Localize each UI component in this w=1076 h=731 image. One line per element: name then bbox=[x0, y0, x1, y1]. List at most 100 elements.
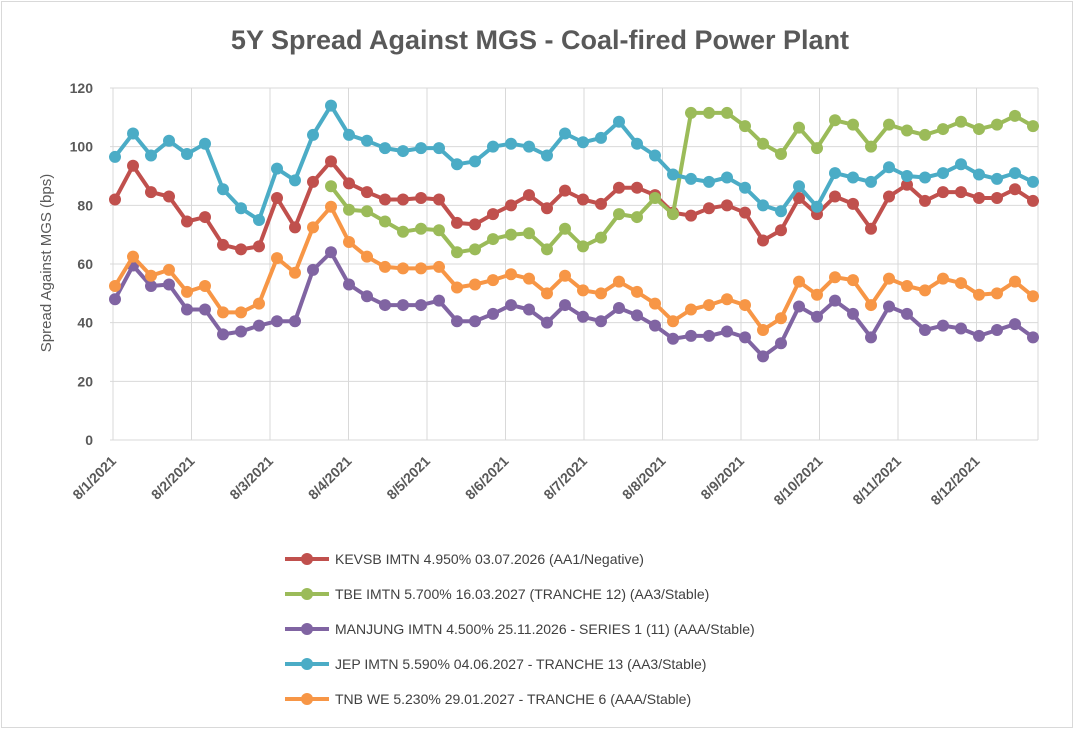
data-point bbox=[343, 177, 355, 190]
legend-swatch-marker bbox=[301, 658, 313, 670]
data-point bbox=[631, 285, 643, 298]
data-point bbox=[901, 280, 913, 292]
data-point bbox=[595, 287, 607, 300]
data-point bbox=[397, 299, 409, 312]
data-point bbox=[325, 99, 337, 112]
data-point bbox=[469, 218, 481, 231]
data-point bbox=[433, 260, 445, 273]
data-point bbox=[811, 310, 823, 323]
data-point bbox=[865, 140, 877, 153]
data-point bbox=[901, 170, 913, 182]
data-point bbox=[145, 149, 157, 162]
data-point bbox=[523, 227, 535, 240]
data-point bbox=[1027, 290, 1039, 303]
y-tick-label: 0 bbox=[85, 432, 93, 448]
x-tick-label: 8/5/2021 bbox=[383, 453, 433, 503]
data-point bbox=[235, 243, 247, 256]
data-point bbox=[1027, 120, 1039, 133]
series-layer bbox=[109, 99, 1039, 363]
chart-title: 5Y Spread Against MGS - Coal-fired Power… bbox=[231, 25, 849, 55]
data-point bbox=[757, 350, 769, 363]
data-point bbox=[919, 324, 931, 336]
data-point bbox=[739, 206, 751, 219]
data-point bbox=[865, 222, 877, 235]
data-point bbox=[541, 243, 553, 256]
data-point bbox=[739, 299, 751, 312]
data-point bbox=[289, 266, 301, 279]
data-point bbox=[757, 324, 769, 336]
data-point bbox=[613, 115, 625, 128]
data-point bbox=[451, 246, 463, 259]
data-point bbox=[613, 181, 625, 194]
data-point bbox=[145, 280, 157, 292]
data-point bbox=[487, 233, 499, 246]
data-point bbox=[451, 281, 463, 294]
data-point bbox=[217, 328, 229, 341]
data-point bbox=[685, 303, 697, 316]
data-point bbox=[415, 142, 427, 155]
legend-label: JEP IMTN 5.590% 04.06.2027 - TRANCHE 13 … bbox=[335, 656, 706, 672]
data-point bbox=[379, 142, 391, 155]
data-point bbox=[181, 285, 193, 298]
data-point bbox=[163, 263, 175, 276]
data-point bbox=[649, 319, 661, 332]
data-point bbox=[865, 175, 877, 188]
data-point bbox=[937, 186, 949, 199]
data-point bbox=[739, 120, 751, 133]
data-point bbox=[505, 228, 517, 241]
data-point bbox=[487, 208, 499, 221]
data-point bbox=[667, 332, 679, 345]
data-point bbox=[865, 331, 877, 344]
data-point bbox=[235, 202, 247, 215]
data-point bbox=[199, 211, 211, 224]
data-point bbox=[883, 272, 895, 285]
data-point bbox=[451, 216, 463, 229]
data-point bbox=[613, 208, 625, 221]
data-point bbox=[919, 284, 931, 297]
data-point bbox=[379, 215, 391, 228]
data-point bbox=[757, 199, 769, 212]
data-point bbox=[253, 214, 265, 226]
data-point bbox=[217, 183, 229, 196]
data-point bbox=[577, 310, 589, 323]
data-point bbox=[919, 171, 931, 184]
data-point bbox=[397, 193, 409, 206]
data-point bbox=[793, 300, 805, 313]
data-point bbox=[901, 124, 913, 137]
data-point bbox=[775, 205, 787, 218]
data-point bbox=[721, 171, 733, 184]
data-point bbox=[577, 284, 589, 297]
series-line bbox=[113, 103, 1035, 222]
data-point bbox=[595, 315, 607, 328]
series-2 bbox=[109, 246, 1039, 363]
data-point bbox=[685, 209, 697, 222]
data-point bbox=[199, 280, 211, 292]
data-point bbox=[703, 175, 715, 188]
data-point bbox=[361, 250, 373, 263]
data-point bbox=[847, 197, 859, 210]
data-point bbox=[253, 297, 265, 310]
y-tick-label: 120 bbox=[70, 80, 94, 96]
y-tick-label: 60 bbox=[77, 256, 93, 272]
x-tick-label: 8/3/2021 bbox=[226, 453, 276, 503]
data-point bbox=[379, 193, 391, 206]
data-point bbox=[397, 145, 409, 158]
data-point bbox=[973, 329, 985, 342]
data-point bbox=[307, 175, 319, 188]
data-point bbox=[757, 234, 769, 247]
data-point bbox=[253, 240, 265, 253]
data-point bbox=[577, 193, 589, 206]
data-point bbox=[721, 293, 733, 306]
data-point bbox=[127, 159, 139, 172]
x-tick-label: 8/2/2021 bbox=[148, 453, 198, 503]
data-point bbox=[991, 287, 1003, 300]
data-point bbox=[703, 106, 715, 119]
y-tick-label: 80 bbox=[77, 197, 93, 213]
legend-swatch-marker bbox=[301, 553, 313, 565]
data-point bbox=[181, 148, 193, 160]
data-point bbox=[469, 278, 481, 291]
data-point bbox=[523, 303, 535, 316]
data-point bbox=[181, 303, 193, 316]
data-point bbox=[793, 192, 805, 204]
